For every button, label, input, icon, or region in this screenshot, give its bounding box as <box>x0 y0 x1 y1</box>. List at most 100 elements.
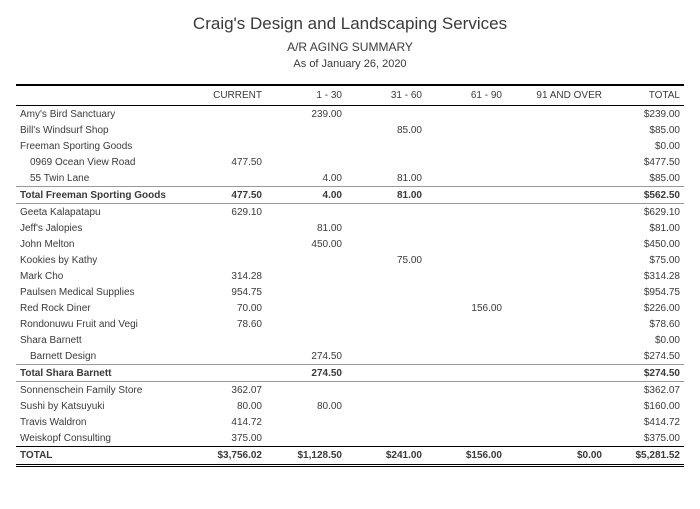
table-row: Shara Barnett$0.00 <box>16 332 684 348</box>
row-label: Red Rock Diner <box>16 300 186 316</box>
row-value <box>346 316 426 332</box>
row-value <box>186 170 266 187</box>
row-value <box>266 154 346 170</box>
row-value <box>506 138 606 154</box>
row-value <box>506 252 606 268</box>
table-row: Jeff's Jalopies81.00$81.00 <box>16 220 684 236</box>
row-value <box>346 348 426 365</box>
row-value <box>346 284 426 300</box>
row-value: $375.00 <box>606 430 684 447</box>
row-value <box>426 154 506 170</box>
row-value <box>266 332 346 348</box>
row-value: 75.00 <box>346 252 426 268</box>
row-value <box>506 284 606 300</box>
row-value: $85.00 <box>606 122 684 138</box>
row-label: Shara Barnett <box>16 332 186 348</box>
table-row: John Melton450.00$450.00 <box>16 236 684 252</box>
row-value: 81.00 <box>346 187 426 204</box>
row-value <box>426 122 506 138</box>
row-value: 477.50 <box>186 154 266 170</box>
row-value: $314.28 <box>606 268 684 284</box>
table-row: Freeman Sporting Goods$0.00 <box>16 138 684 154</box>
row-value: $414.72 <box>606 414 684 430</box>
row-value <box>426 382 506 399</box>
row-value: $274.50 <box>606 348 684 365</box>
table-header-row: CURRENT 1 - 30 31 - 60 61 - 90 91 AND OV… <box>16 85 684 106</box>
row-value <box>426 204 506 221</box>
table-row: Travis Waldron414.72$414.72 <box>16 414 684 430</box>
row-value: 156.00 <box>426 300 506 316</box>
row-value: $78.60 <box>606 316 684 332</box>
col-current: CURRENT <box>186 85 266 106</box>
row-value: 362.07 <box>186 382 266 399</box>
row-value: $0.00 <box>506 447 606 466</box>
row-value: $274.50 <box>606 365 684 382</box>
row-value: $85.00 <box>606 170 684 187</box>
row-value <box>266 300 346 316</box>
row-value <box>186 106 266 123</box>
table-row: Rondonuwu Fruit and Vegi78.60$78.60 <box>16 316 684 332</box>
row-value <box>426 106 506 123</box>
table-row: Sonnenschein Family Store362.07$362.07 <box>16 382 684 399</box>
col-1-30: 1 - 30 <box>266 85 346 106</box>
col-total: TOTAL <box>606 85 684 106</box>
row-value <box>266 316 346 332</box>
row-value <box>266 382 346 399</box>
row-value <box>266 138 346 154</box>
row-value <box>426 252 506 268</box>
table-row: Sushi by Katsuyuki80.0080.00$160.00 <box>16 398 684 414</box>
row-value <box>506 220 606 236</box>
aging-table: CURRENT 1 - 30 31 - 60 61 - 90 91 AND OV… <box>16 84 684 467</box>
row-value <box>266 284 346 300</box>
row-value <box>506 170 606 187</box>
row-label: Sonnenschein Family Store <box>16 382 186 399</box>
row-value: $226.00 <box>606 300 684 316</box>
row-value <box>506 316 606 332</box>
row-value <box>506 122 606 138</box>
row-label: Travis Waldron <box>16 414 186 430</box>
row-value <box>266 252 346 268</box>
row-value <box>266 268 346 284</box>
row-label: 55 Twin Lane <box>16 170 186 187</box>
table-row: TOTAL$3,756.02$1,128.50$241.00$156.00$0.… <box>16 447 684 466</box>
report-title: A/R AGING SUMMARY <box>16 40 684 54</box>
row-value <box>506 398 606 414</box>
row-value <box>186 236 266 252</box>
row-value <box>506 187 606 204</box>
row-value <box>426 365 506 382</box>
as-of-date: As of January 26, 2020 <box>16 58 684 70</box>
row-value: 477.50 <box>186 187 266 204</box>
row-value: 80.00 <box>186 398 266 414</box>
row-value <box>506 332 606 348</box>
row-label: Bill's Windsurf Shop <box>16 122 186 138</box>
row-value <box>266 414 346 430</box>
row-value <box>426 236 506 252</box>
row-value: $629.10 <box>606 204 684 221</box>
row-value <box>346 204 426 221</box>
table-row: Kookies by Kathy75.00$75.00 <box>16 252 684 268</box>
row-value: 954.75 <box>186 284 266 300</box>
row-value <box>346 154 426 170</box>
row-value <box>346 332 426 348</box>
table-row: Amy's Bird Sanctuary239.00$239.00 <box>16 106 684 123</box>
row-label: Geeta Kalapatapu <box>16 204 186 221</box>
row-value: $450.00 <box>606 236 684 252</box>
table-row: 0969 Ocean View Road477.50$477.50 <box>16 154 684 170</box>
table-row: Total Shara Barnett274.50$274.50 <box>16 365 684 382</box>
row-label: Rondonuwu Fruit and Vegi <box>16 316 186 332</box>
row-value: $160.00 <box>606 398 684 414</box>
row-value <box>506 236 606 252</box>
row-value <box>186 220 266 236</box>
col-91-over: 91 AND OVER <box>506 85 606 106</box>
row-value <box>426 187 506 204</box>
row-label: Total Freeman Sporting Goods <box>16 187 186 204</box>
row-value: $562.50 <box>606 187 684 204</box>
row-value <box>346 430 426 447</box>
row-value <box>186 252 266 268</box>
row-value <box>346 106 426 123</box>
row-value <box>426 268 506 284</box>
table-row: Mark Cho314.28$314.28 <box>16 268 684 284</box>
row-label: Barnett Design <box>16 348 186 365</box>
row-value: $239.00 <box>606 106 684 123</box>
row-value <box>266 122 346 138</box>
